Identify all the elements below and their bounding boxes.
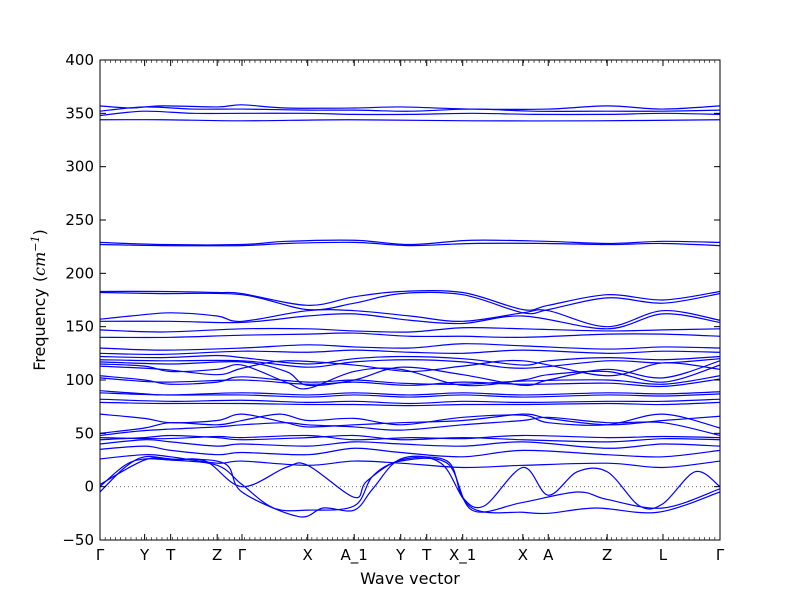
y-tick-label: 150 (65, 318, 94, 336)
x-tick-label: Γ (96, 546, 105, 564)
x-tick-label: Z (602, 546, 612, 564)
y-tick-label: 100 (65, 371, 94, 389)
x-tick-label: Γ (238, 546, 247, 564)
x-tick-label: Y (139, 546, 150, 564)
x-tick-label: Z (212, 546, 222, 564)
x-tick-label: L (659, 546, 668, 564)
x-tick-label: X (518, 546, 528, 564)
plot-frame (100, 60, 720, 540)
bands-layer (100, 105, 720, 517)
x-tick-label: Γ (716, 546, 725, 564)
y-axis-label-text: Frequency (30, 288, 49, 371)
phonon-band-28 (100, 417, 720, 435)
phonon-band-11 (100, 328, 720, 333)
y-tick-label: 250 (65, 211, 94, 229)
y-tick-label: 300 (65, 158, 94, 176)
phonon-band-20 (100, 376, 720, 385)
y-tick-label: 200 (65, 264, 94, 282)
y-axis-unit-exp: −1 (29, 235, 42, 251)
x-tick-label: A_1 (341, 546, 368, 565)
x-axis-label: Wave vector (360, 569, 460, 588)
x-tick-label: X_1 (449, 546, 476, 565)
phonon-band-36 (100, 458, 720, 512)
y-tick-label: −50 (62, 531, 94, 549)
phonon-band-21 (100, 378, 720, 387)
y-axis-label: Frequency(cm−1) (29, 229, 49, 371)
phonon-band-30 (100, 435, 720, 441)
phonon-band-12 (100, 333, 720, 337)
x-axis: Γ Y T Z Γ X A_1 Y T X_1 X A Z L Γ (96, 60, 725, 565)
phonon-band-9 (100, 310, 720, 327)
phonon-band-13 (100, 344, 720, 350)
phonon-band-22 (100, 391, 720, 395)
phonon-band-24 (100, 399, 720, 403)
x-tick-label: T (421, 546, 432, 564)
y-tick-label: 50 (75, 424, 94, 442)
y-axis: −50 0 50 100 150 200 250 300 350 400 (62, 51, 720, 549)
x-tick-label: T (165, 546, 176, 564)
y-tick-label: 0 (84, 478, 94, 496)
x-tick-label: A (543, 546, 554, 564)
phonon-band-14 (100, 350, 720, 354)
y-axis-unit-base: cm (30, 252, 49, 276)
y-tick-label: 350 (65, 104, 94, 122)
x-tick-label: Y (395, 546, 406, 564)
x-tick-label: X (303, 546, 313, 564)
phonon-band-4 (100, 120, 720, 121)
y-tick-label: 400 (65, 51, 94, 69)
